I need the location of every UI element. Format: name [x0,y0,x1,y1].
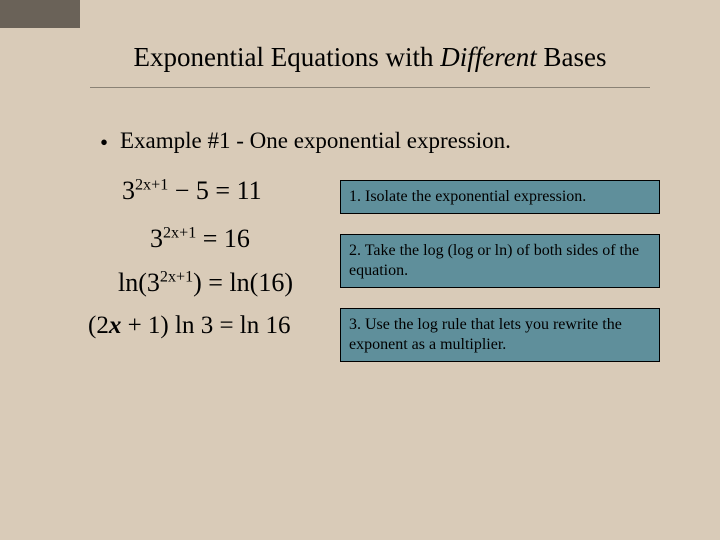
title-post: Bases [537,42,607,72]
content-row: 32x+1 − 5 = 11 32x+1 = 16 ln(32x+1) = ln… [90,174,650,382]
step-box-3: 3. Use the log rule that lets you rewrit… [340,308,660,362]
equation-4: (2x + 1) ln 3 = ln 16 [88,312,340,340]
equation-2: 32x+1 = 16 [150,224,340,254]
slide-title: Exponential Equations with Different Bas… [90,42,650,87]
equation-1: 32x+1 − 5 = 11 [122,176,340,206]
equation-3: ln(32x+1) = ln(16) [118,268,340,298]
bullet-text: Example #1 - One exponential expression. [120,128,511,153]
steps-column: 1. Isolate the exponential expression. 2… [340,174,660,382]
math-column: 32x+1 − 5 = 11 32x+1 = 16 ln(32x+1) = ln… [90,174,340,340]
corner-tab [0,0,80,28]
slide-content: Exponential Equations with Different Bas… [90,42,650,390]
title-pre: Exponential Equations with [134,42,441,72]
step-box-2: 2. Take the log (log or ln) of both side… [340,234,660,288]
bullet-line: • Example #1 - One exponential expression… [100,128,650,156]
bullet-marker: • [100,130,110,156]
title-italic: Different [440,42,536,72]
step-box-1: 1. Isolate the exponential expression. [340,180,660,214]
title-rule [90,87,650,88]
